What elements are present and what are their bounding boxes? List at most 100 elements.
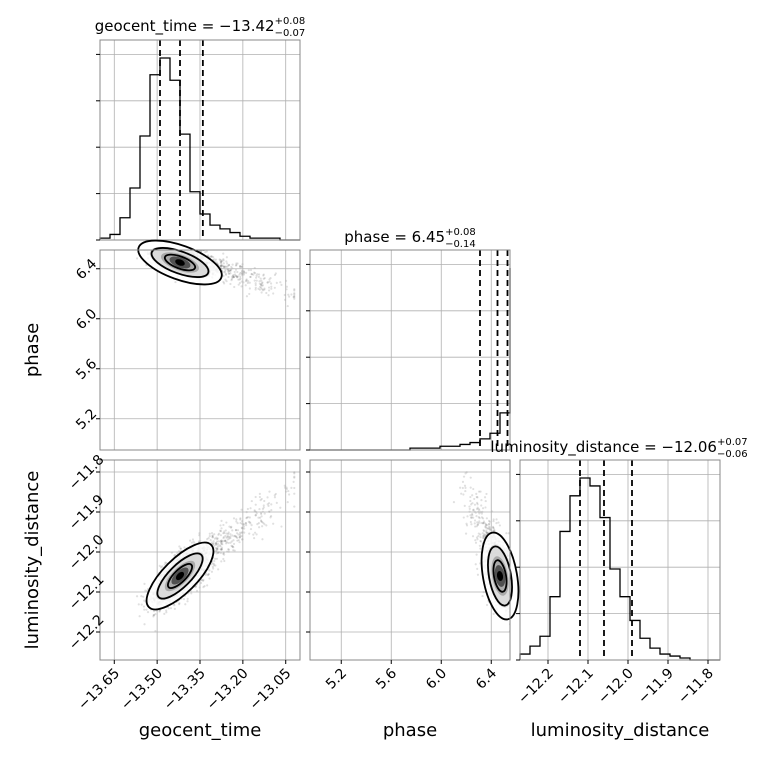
sample-point <box>248 532 251 535</box>
sample-point <box>268 280 271 283</box>
sample-point <box>260 520 263 523</box>
sample-point <box>213 564 216 567</box>
sample-point <box>234 268 238 271</box>
sample-point <box>165 609 168 612</box>
sample-point <box>209 539 212 542</box>
sample-point <box>217 533 220 536</box>
sample-point <box>263 512 266 515</box>
sample-point <box>267 294 270 297</box>
sample-point <box>199 250 203 253</box>
sample-point <box>177 603 181 606</box>
sample-point <box>220 560 223 563</box>
sample-point <box>178 545 181 548</box>
sample-point <box>210 570 214 573</box>
sample-point <box>260 279 263 282</box>
sample-point <box>255 274 258 277</box>
sample-point <box>146 610 150 614</box>
sample-point <box>202 578 205 581</box>
sample-point <box>215 547 218 551</box>
sample-point <box>273 273 277 277</box>
sample-point <box>212 256 215 259</box>
sample-point <box>290 486 293 489</box>
sample-point <box>173 554 176 557</box>
sample-point <box>249 527 253 531</box>
sample-point <box>159 566 163 569</box>
sample-point <box>273 286 276 289</box>
sample-point <box>239 531 242 534</box>
sample-point <box>234 529 238 532</box>
sample-point <box>286 501 289 504</box>
sample-point <box>205 250 208 253</box>
sample-point <box>293 289 296 292</box>
sample-point <box>275 501 278 504</box>
sample-point <box>254 503 257 506</box>
sample-point <box>259 519 263 522</box>
sample-point <box>214 258 218 261</box>
sample-point <box>224 529 227 532</box>
sample-point <box>216 548 219 551</box>
sample-point <box>258 285 262 288</box>
sample-point <box>223 282 226 285</box>
sample-point <box>229 535 232 538</box>
sample-point <box>217 532 221 535</box>
sample-point <box>154 612 157 616</box>
sample-point <box>218 258 221 261</box>
sample-point <box>208 577 211 580</box>
sample-point <box>235 532 239 535</box>
sample-point <box>213 537 216 540</box>
sample-point <box>261 288 264 291</box>
sample-point <box>197 540 201 543</box>
sample-point <box>279 506 282 509</box>
sample-point <box>215 261 218 264</box>
sample-point <box>230 525 233 528</box>
sample-point <box>239 266 242 269</box>
sample-point <box>226 265 229 268</box>
sample-point <box>253 531 257 534</box>
sample-point <box>238 281 241 285</box>
sample-point <box>260 497 263 501</box>
sample-point <box>225 256 228 259</box>
sample-point <box>232 549 235 552</box>
sample-point <box>200 578 203 581</box>
sample-point <box>208 569 211 572</box>
sample-point <box>288 493 291 496</box>
sample-point <box>227 270 230 273</box>
sample-point <box>261 525 264 528</box>
sample-point <box>230 265 233 269</box>
sample-point <box>235 276 239 279</box>
sample-point <box>262 273 265 276</box>
sample-point <box>223 266 226 269</box>
sample-point <box>235 263 238 267</box>
sample-point <box>238 541 241 544</box>
sample-point <box>218 544 221 547</box>
sample-point <box>250 272 253 276</box>
sample-point <box>215 536 218 539</box>
sample-point <box>217 540 220 543</box>
sample-point <box>267 289 271 292</box>
sample-point <box>213 544 216 547</box>
sample-point <box>285 487 288 491</box>
sample-point <box>174 553 177 557</box>
sample-point <box>211 534 214 538</box>
sample-point <box>140 603 143 606</box>
sample-point <box>164 561 167 564</box>
sample-point <box>227 264 230 267</box>
sample-point <box>227 532 230 535</box>
sample-point <box>252 273 255 276</box>
sample-point <box>229 282 232 286</box>
sample-point <box>261 281 264 284</box>
sample-point <box>254 495 257 499</box>
sample-point <box>239 521 242 525</box>
sample-point <box>219 548 222 551</box>
sample-point <box>224 539 227 543</box>
sample-point <box>219 259 222 262</box>
sample-point <box>202 579 205 582</box>
sample-point <box>238 264 242 268</box>
sample-point <box>213 533 216 536</box>
sample-point <box>270 508 273 512</box>
sample-point <box>137 603 140 606</box>
sample-point <box>222 262 225 265</box>
sample-point <box>263 288 266 291</box>
sample-point <box>245 517 248 520</box>
